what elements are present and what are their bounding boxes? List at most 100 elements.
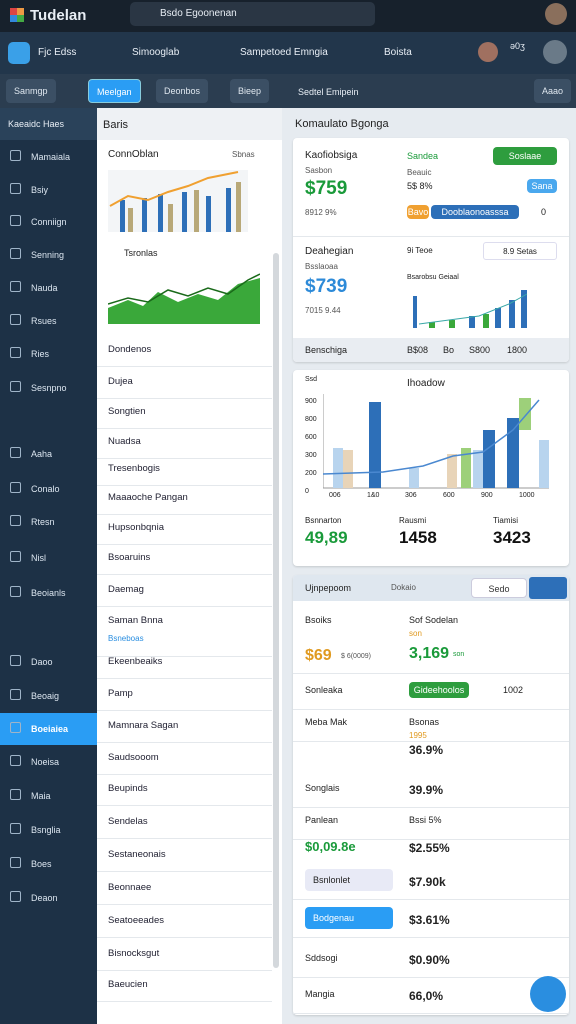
list-item[interactable]: Nuadsa bbox=[108, 436, 141, 447]
sidebar-item[interactable]: Senning bbox=[10, 248, 64, 260]
tag: Bavo bbox=[407, 205, 429, 219]
sidebar-item[interactable]: Rsues bbox=[10, 314, 57, 326]
sidebar-item[interactable]: Sesnpno bbox=[10, 381, 67, 393]
divider bbox=[293, 673, 569, 674]
scrollbar[interactable] bbox=[273, 253, 279, 968]
sidebar: Kaeaidc Haes bbox=[0, 108, 97, 1024]
list-item[interactable]: Bisnocksgut bbox=[108, 948, 160, 959]
chart-title: Bsarobsu Geiaal bbox=[407, 274, 459, 281]
nav-item[interactable]: Simooglab bbox=[132, 47, 180, 58]
sidebar-item[interactable]: Aaha bbox=[10, 447, 52, 459]
list-item[interactable]: Maaaoche Pangan bbox=[108, 492, 188, 503]
nav-item[interactable]: Sampetoed Emngia bbox=[240, 47, 328, 58]
list-item[interactable]: Hupsonbqnia bbox=[108, 522, 164, 533]
divider bbox=[293, 977, 569, 978]
stat-value: 3423 bbox=[493, 528, 531, 547]
card-title: Tsronlas bbox=[124, 248, 158, 258]
chip[interactable]: Aaao bbox=[534, 79, 572, 103]
sidebar-item[interactable]: Bsnglia bbox=[10, 823, 61, 835]
x-tick-label: 1&0 bbox=[367, 492, 380, 499]
menu-button[interactable] bbox=[8, 42, 30, 64]
row-label[interactable]: Songlais bbox=[305, 783, 340, 793]
list-item[interactable]: Sestaneonais bbox=[108, 849, 166, 860]
stat-value: 1458 bbox=[399, 528, 437, 547]
list-item[interactable]: Pamp bbox=[108, 688, 133, 699]
dropdown[interactable]: Bieep bbox=[230, 79, 270, 103]
sidebar-item[interactable]: Nisl bbox=[10, 551, 46, 563]
search-box[interactable]: Bsdo Egoonenan bbox=[130, 2, 375, 26]
list-item[interactable]: Beupinds bbox=[108, 783, 148, 794]
x-tick-label: 006 bbox=[329, 492, 341, 499]
chip[interactable]: 9i Teoe bbox=[407, 246, 433, 255]
row-right-label: Bssi 5% bbox=[409, 815, 442, 825]
sidebar-item[interactable]: Boes bbox=[10, 857, 52, 869]
dropdown-button[interactable] bbox=[529, 577, 567, 599]
list-item[interactable]: Bsneboas bbox=[108, 634, 144, 643]
y-tick-label: 200 bbox=[305, 470, 317, 477]
chip-selected[interactable]: Meelgan bbox=[88, 79, 141, 103]
sidebar-item[interactable]: Boeiaiea bbox=[10, 722, 68, 734]
row-right-value: 66,0% bbox=[409, 989, 444, 1003]
list-item[interactable]: Ekeenbeaiks bbox=[108, 656, 163, 667]
list-item[interactable]: Dondenos bbox=[108, 344, 152, 355]
sidebar-item[interactable]: Mamaiala bbox=[10, 150, 70, 162]
divider bbox=[97, 805, 272, 806]
chip[interactable]: Sedtel Emipein bbox=[298, 87, 359, 97]
row-label[interactable]: Sonleaka bbox=[305, 685, 343, 695]
list-item[interactable]: Dujea bbox=[108, 376, 133, 387]
row-label[interactable]: Bsnlonlet bbox=[305, 869, 393, 891]
list-item[interactable]: Seatoeeades bbox=[108, 915, 164, 926]
row-right-value: $7.90k bbox=[409, 875, 446, 889]
dropdown[interactable]: Dokaio bbox=[391, 583, 416, 592]
sidebar-item[interactable]: Conniign bbox=[10, 215, 67, 227]
list-item[interactable]: Baeucien bbox=[108, 979, 148, 990]
list-item[interactable]: Saman Bnna bbox=[108, 615, 163, 626]
button[interactable]: Gideehoolos bbox=[409, 682, 469, 698]
sidebar-item[interactable]: Deaon bbox=[10, 891, 58, 903]
list-item[interactable]: Tresenbogis bbox=[108, 463, 160, 474]
chip[interactable]: 8.9 Setas bbox=[483, 242, 557, 260]
divider bbox=[293, 839, 569, 840]
avatar[interactable] bbox=[545, 3, 567, 25]
list-item[interactable]: Songtien bbox=[108, 406, 146, 417]
sidebar-item[interactable]: Beoaig bbox=[10, 689, 59, 701]
sidebar-item[interactable]: Nauda bbox=[10, 281, 58, 293]
row-label[interactable]: Panlean bbox=[305, 815, 339, 825]
list-item[interactable]: Daemag bbox=[108, 584, 144, 595]
sidebar-item[interactable]: Conalo bbox=[10, 482, 60, 494]
row-right-value: 3,169 bbox=[409, 645, 450, 662]
label: Beauic bbox=[407, 168, 432, 177]
list-item[interactable]: Bsoaruins bbox=[108, 552, 151, 563]
avatar[interactable] bbox=[478, 42, 498, 62]
list-item[interactable]: Sendelas bbox=[108, 816, 148, 827]
sidebar-item[interactable]: Maia bbox=[10, 789, 51, 801]
sidebar-item[interactable]: Rtesn bbox=[10, 515, 55, 527]
list-item[interactable]: Saudsooom bbox=[108, 752, 159, 763]
fab[interactable] bbox=[530, 976, 566, 1012]
row-label[interactable]: Bsoiks bbox=[305, 615, 332, 625]
chip[interactable]: Deonbos bbox=[156, 79, 209, 103]
row-label[interactable]: Sddsogi bbox=[305, 953, 338, 963]
x-tick-label: 1000 bbox=[519, 492, 535, 499]
row-label[interactable]: Meba Mak bbox=[305, 717, 348, 727]
list-item[interactable]: Beonnaee bbox=[108, 882, 152, 893]
row-label[interactable]: Mangia bbox=[305, 989, 335, 999]
list-item[interactable]: Mamnara Sagan bbox=[108, 720, 179, 731]
divider bbox=[97, 774, 272, 775]
list-card: Ujnpepoom Dokaio Sedo Bsoiks $69 $ 6(0009)… bbox=[293, 575, 569, 1015]
row-right-label: Sof Sodelan bbox=[409, 615, 459, 625]
row-label[interactable]: Bodgenau bbox=[305, 907, 393, 929]
button[interactable]: Soslaae bbox=[493, 147, 557, 165]
sidebar-item[interactable]: Beoianls bbox=[10, 586, 66, 598]
nav-item[interactable]: Boista bbox=[384, 47, 412, 58]
button[interactable]: Sedo bbox=[471, 578, 527, 598]
sidebar-item[interactable]: Daoo bbox=[10, 655, 53, 667]
sidebar-item[interactable]: Bsiy bbox=[10, 183, 48, 195]
sidebar-item[interactable]: Noeisa bbox=[10, 755, 59, 767]
chip[interactable]: Sanmgp bbox=[6, 79, 56, 103]
mini-chart bbox=[108, 170, 248, 232]
sidebar-item[interactable]: Ries bbox=[10, 347, 49, 359]
avatar[interactable] bbox=[543, 40, 567, 64]
divider bbox=[97, 656, 272, 657]
stat-value: 49,89 bbox=[305, 528, 348, 547]
